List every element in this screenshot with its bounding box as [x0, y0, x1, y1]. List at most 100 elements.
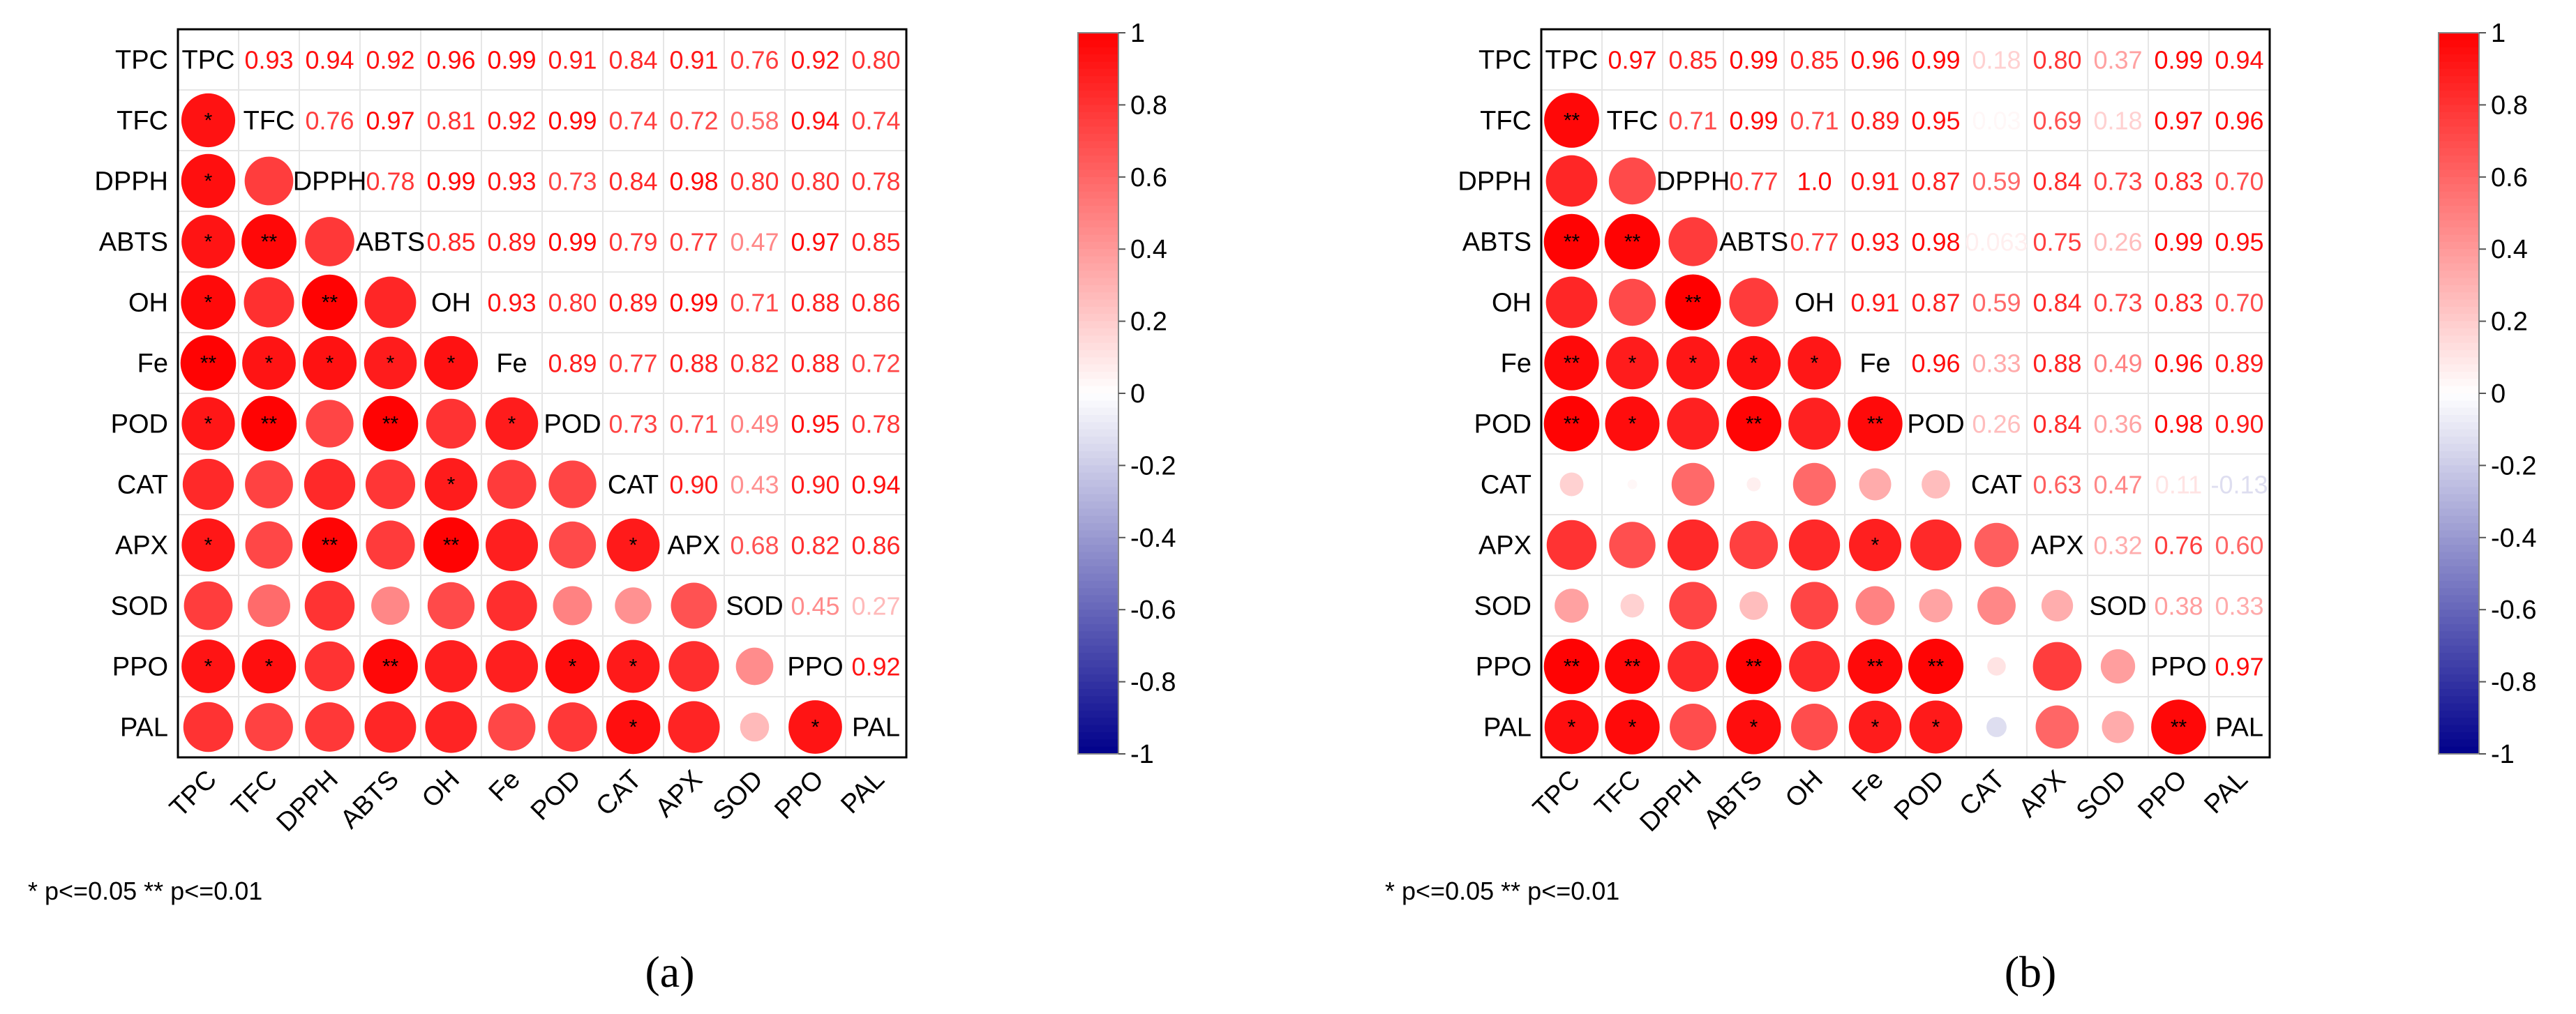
correlation-value: 0.82	[791, 531, 839, 560]
colorbar-segment	[2439, 616, 2479, 625]
significance-mark: *	[1932, 716, 1940, 739]
colorbar-segment	[1078, 220, 1118, 229]
colorbar-segment	[1078, 364, 1118, 372]
correlation-circle	[1848, 396, 1903, 451]
colorbar-segment	[1078, 206, 1118, 214]
significance-mark: **	[1564, 109, 1580, 133]
correlation-circle	[304, 641, 355, 692]
panel-b: TPC TPC TPC 0.97 0.85 0.99 0.85 0.96 0.99 0.18 0.8…	[1385, 19, 2536, 997]
diagonal-label: TPC	[1545, 46, 1598, 75]
colorbar-segment	[2439, 703, 2479, 711]
colorbar-segment	[2439, 623, 2479, 633]
colorbar-tick-label: 0.8	[2491, 91, 2528, 120]
colorbar-segment	[1078, 271, 1118, 279]
colorbar-segment	[2439, 595, 2479, 603]
significance-mark: **	[322, 292, 338, 315]
colorbar-segment	[2439, 501, 2479, 510]
correlation-circle	[248, 584, 290, 627]
significance-mark: **	[2171, 716, 2187, 739]
correlation-value: 0.97	[2215, 653, 2263, 681]
correlation-circle	[1986, 717, 2007, 737]
matrix-frame	[1540, 28, 2271, 759]
correlation-value: 0.97	[791, 228, 839, 257]
correlation-value: 0.81	[426, 107, 475, 135]
colorbar-segment	[2439, 357, 2479, 365]
correlation-value: 0.69	[2032, 107, 2081, 135]
correlation-value: 0.47	[2093, 471, 2142, 499]
column-label: Fe	[484, 765, 526, 808]
column-label: APX	[2013, 765, 2071, 823]
correlation-value: 0.78	[851, 167, 900, 196]
colorbar-segment	[1078, 292, 1118, 301]
correlation-circle	[245, 521, 293, 569]
correlation-circle	[1910, 519, 1962, 571]
colorbar-segment	[2439, 141, 2479, 149]
correlation-value: 0.80	[548, 289, 597, 317]
colorbar-segment	[2439, 681, 2479, 690]
colorbar-segment	[2439, 732, 2479, 741]
correlation-circle	[424, 335, 479, 391]
colorbar-segment	[2439, 407, 2479, 416]
significance-mark: **	[1564, 413, 1580, 436]
correlation-value: 0.89	[608, 289, 657, 317]
colorbar-segment	[1078, 335, 1118, 344]
correlation-circle	[1977, 587, 2016, 625]
colorbar-segment	[1078, 545, 1118, 553]
correlation-value: 0.26	[1972, 410, 2021, 439]
colorbar-segment	[2439, 162, 2479, 171]
significance-mark: *	[204, 292, 213, 315]
correlation-value: 0.74	[608, 107, 657, 135]
significance-mark: **	[1867, 413, 1884, 436]
diagonal-label: APX	[2030, 531, 2083, 561]
colorbar-segment	[2439, 198, 2479, 207]
correlation-value: 0.33	[2215, 592, 2263, 621]
correlation-value: 0.85	[426, 228, 475, 257]
correlation-circle	[668, 701, 720, 753]
correlation-circle	[183, 702, 234, 752]
colorbar-tick-label: -0.2	[2491, 451, 2536, 480]
colorbar-segment	[1078, 379, 1118, 387]
row-label: TPC	[1478, 46, 1532, 75]
correlation-value: 0.84	[608, 46, 657, 75]
column-label: OH	[417, 765, 465, 814]
correlation-value: 0.063	[1965, 228, 2028, 257]
colorbar-tick-label: 0	[1130, 379, 1145, 409]
colorbar-segment	[2439, 559, 2479, 568]
correlation-circle	[1670, 704, 1716, 750]
correlation-value: 0.71	[1668, 107, 1717, 135]
column-label: PPO	[769, 765, 829, 825]
correlation-value: 0.93	[1850, 228, 1899, 257]
significance-mark: *	[569, 656, 577, 679]
colorbar-segment	[1078, 422, 1118, 430]
correlation-value: 0.94	[305, 46, 354, 75]
colorbar-segment	[2439, 480, 2479, 488]
diagonal-label: SOD	[726, 592, 783, 621]
column-label: SOD	[2071, 765, 2132, 826]
significance-mark: *	[204, 534, 213, 557]
correlation-circle	[427, 582, 475, 630]
colorbar-segment	[1078, 400, 1118, 409]
correlation-circle	[615, 587, 652, 624]
correlation-circle	[1789, 641, 1840, 692]
correlation-circle	[301, 517, 358, 573]
significance-mark: *	[447, 474, 456, 497]
correlation-value: 0.87	[1911, 167, 1960, 196]
correlation-circle	[1545, 276, 1598, 328]
significance-footnote: * p<=0.05 ** p<=0.01	[28, 877, 262, 905]
correlation-value: 0.90	[2215, 410, 2263, 439]
colorbar-segment	[1078, 480, 1118, 488]
significance-mark: *	[1689, 352, 1698, 375]
colorbar-segment	[1078, 349, 1118, 358]
correlation-circle	[1543, 395, 1600, 452]
significance-mark: **	[1685, 292, 1702, 315]
colorbar-segment	[2439, 328, 2479, 337]
correlation-circle	[1666, 336, 1720, 390]
colorbar-segment	[2439, 739, 2479, 748]
correlation-value: 0.70	[2215, 289, 2263, 317]
colorbar-segment	[1078, 321, 1118, 329]
correlation-value: 0.59	[1972, 289, 2021, 317]
correlation-circle	[1665, 274, 1721, 331]
diagonal-label: PAL	[852, 713, 900, 743]
row-label: SOD	[111, 592, 168, 621]
correlation-value: 0.95	[2215, 228, 2263, 257]
